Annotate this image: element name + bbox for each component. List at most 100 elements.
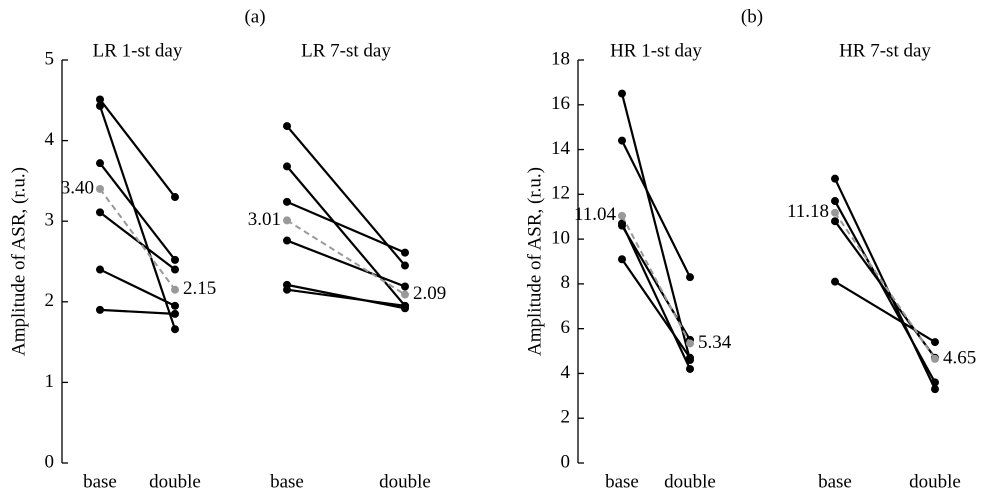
paired-line — [286, 283, 406, 310]
point — [831, 208, 839, 217]
value-label: 11.04 — [574, 204, 617, 225]
y-tick-label: 0 — [45, 451, 55, 472]
paired-line — [99, 98, 176, 198]
value-label: 4.65 — [943, 347, 976, 368]
y-tick-label: 8 — [561, 272, 571, 293]
x-tick-label: double — [149, 471, 201, 492]
point — [401, 248, 409, 257]
point — [618, 221, 626, 230]
paired-line — [99, 308, 176, 315]
paired-line — [834, 200, 936, 383]
point — [401, 261, 409, 270]
paired-line — [286, 125, 406, 267]
point — [283, 162, 291, 171]
paired-line — [98, 105, 177, 330]
paired-line — [286, 239, 406, 288]
point — [931, 354, 939, 363]
group-title: LR 7-st day — [301, 40, 391, 61]
y-tick-label: 0 — [561, 451, 571, 472]
point — [171, 285, 179, 294]
y-tick-label: 5 — [45, 48, 55, 69]
x-tick-label: base — [83, 471, 117, 492]
y-tick-label: 12 — [551, 183, 570, 204]
point — [401, 290, 409, 299]
value-label: 2.09 — [413, 283, 446, 304]
paired-line — [621, 215, 691, 344]
point — [618, 255, 626, 264]
x-tick-label: base — [605, 471, 639, 492]
value-label: 11.18 — [787, 201, 829, 222]
point — [686, 273, 694, 282]
y-tick-label: 14 — [551, 138, 571, 159]
point — [283, 216, 291, 225]
value-label: 5.34 — [698, 332, 732, 353]
paired-line — [620, 93, 692, 361]
paired-line — [99, 162, 176, 261]
y-tick-label: 4 — [45, 129, 55, 150]
point — [283, 122, 291, 131]
point — [618, 89, 626, 98]
paired-line — [286, 165, 406, 307]
point — [171, 265, 179, 274]
point — [96, 159, 104, 168]
point — [618, 211, 626, 220]
panel-title: (b) — [741, 6, 763, 27]
group-title: LR 1-st day — [93, 40, 183, 61]
x-tick-label: double — [379, 471, 431, 492]
point — [96, 95, 104, 104]
value-label: 2.15 — [183, 278, 216, 299]
paired-line — [99, 268, 176, 307]
point — [401, 301, 409, 310]
y-tick-label: 4 — [561, 362, 571, 383]
y-tick-label: 6 — [561, 317, 571, 338]
point — [96, 265, 104, 274]
point — [171, 309, 179, 318]
paired-line — [286, 219, 406, 296]
point — [96, 208, 104, 217]
group-title: HR 1-st day — [610, 40, 702, 61]
x-tick-label: double — [664, 471, 716, 492]
value-label: 3.01 — [248, 209, 281, 230]
point — [686, 353, 694, 362]
y-axis-label: Amplitude of ASR, (r.u.) — [524, 167, 545, 356]
point — [831, 197, 839, 206]
point — [831, 277, 839, 286]
point — [171, 193, 179, 202]
point — [931, 385, 939, 394]
paired-line — [621, 140, 691, 278]
paired-line — [834, 178, 936, 390]
point — [931, 338, 939, 347]
point — [283, 236, 291, 245]
y-tick-label: 2 — [561, 407, 571, 428]
point — [96, 101, 104, 110]
panel-title: (a) — [244, 6, 265, 27]
value-label: 3.40 — [61, 177, 94, 198]
x-tick-label: double — [909, 471, 961, 492]
x-tick-label: base — [270, 471, 304, 492]
paired-line — [834, 280, 936, 344]
y-axis-label: Amplitude of ASR, (r.u.) — [8, 167, 29, 356]
point — [618, 136, 626, 145]
point — [171, 255, 179, 264]
y-tick-label: 18 — [551, 48, 570, 69]
y-tick-label: 16 — [551, 93, 570, 114]
point — [171, 301, 179, 310]
paired-line — [621, 225, 691, 341]
point — [831, 217, 839, 226]
point — [686, 339, 694, 348]
point — [283, 285, 291, 294]
y-tick-label: 3 — [45, 210, 55, 231]
point — [401, 282, 409, 291]
paired-line — [99, 188, 176, 291]
y-tick-label: 10 — [551, 227, 570, 248]
point — [831, 174, 839, 183]
y-tick-label: 2 — [45, 290, 55, 311]
point — [96, 305, 104, 314]
paired-line — [621, 222, 691, 370]
y-tick-label: 1 — [45, 371, 55, 392]
point — [283, 197, 291, 206]
paired-line — [286, 200, 406, 254]
group-title: HR 7-st day — [839, 40, 931, 61]
x-tick-label: base — [818, 471, 852, 492]
